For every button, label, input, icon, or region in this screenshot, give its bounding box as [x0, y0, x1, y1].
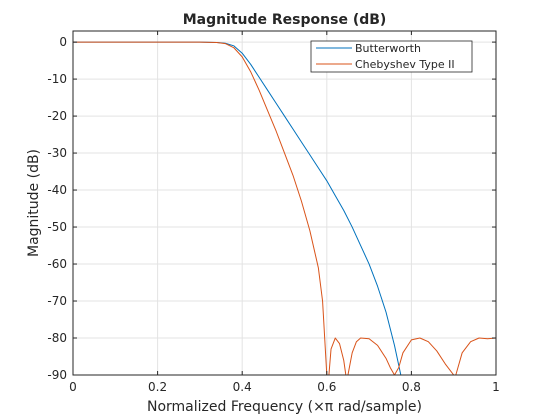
axis-ticks: 0 0.2 0.4 0.6 0.8 1 0 -10 -20 -30 -40 -50 -60 -70 -80 -…	[47, 31, 500, 394]
y-tick-label: -90	[47, 368, 67, 382]
x-tick-label: 1	[492, 380, 500, 394]
x-tick-label: 0.8	[402, 380, 421, 394]
x-axis-label: Normalized Frequency (×π rad/sample)	[147, 399, 422, 415]
x-tick-label: 0.6	[317, 380, 336, 394]
y-tick-label: -50	[47, 220, 67, 234]
x-tick-label: 0.4	[233, 380, 252, 394]
y-axis-label: Magnitude (dB)	[26, 149, 42, 257]
y-tick-label: -60	[47, 257, 67, 271]
plot-area	[73, 31, 496, 375]
x-tick-label: 0	[69, 380, 77, 394]
y-tick-label: 0	[59, 35, 67, 49]
legend-label-butterworth: Butterworth	[355, 42, 421, 55]
chart-title: Magnitude Response (dB)	[183, 12, 387, 28]
series-line-chebyshev-type-ii	[73, 41, 496, 375]
legend-box	[310, 40, 473, 73]
legend-label-chebyshev: Chebyshev Type II	[355, 58, 455, 71]
series-lines	[73, 41, 496, 375]
y-tick-label: -80	[47, 331, 67, 345]
plot-frame	[72, 30, 497, 376]
y-tick-label: -70	[47, 294, 67, 308]
y-tick-label: -40	[47, 183, 67, 197]
x-tick-label: 0.2	[148, 380, 167, 394]
y-tick-label: -20	[47, 109, 67, 123]
y-tick-label: -10	[47, 72, 67, 86]
y-tick-label: -30	[47, 146, 67, 160]
legend: Butterworth Chebyshev Type II	[310, 40, 473, 73]
